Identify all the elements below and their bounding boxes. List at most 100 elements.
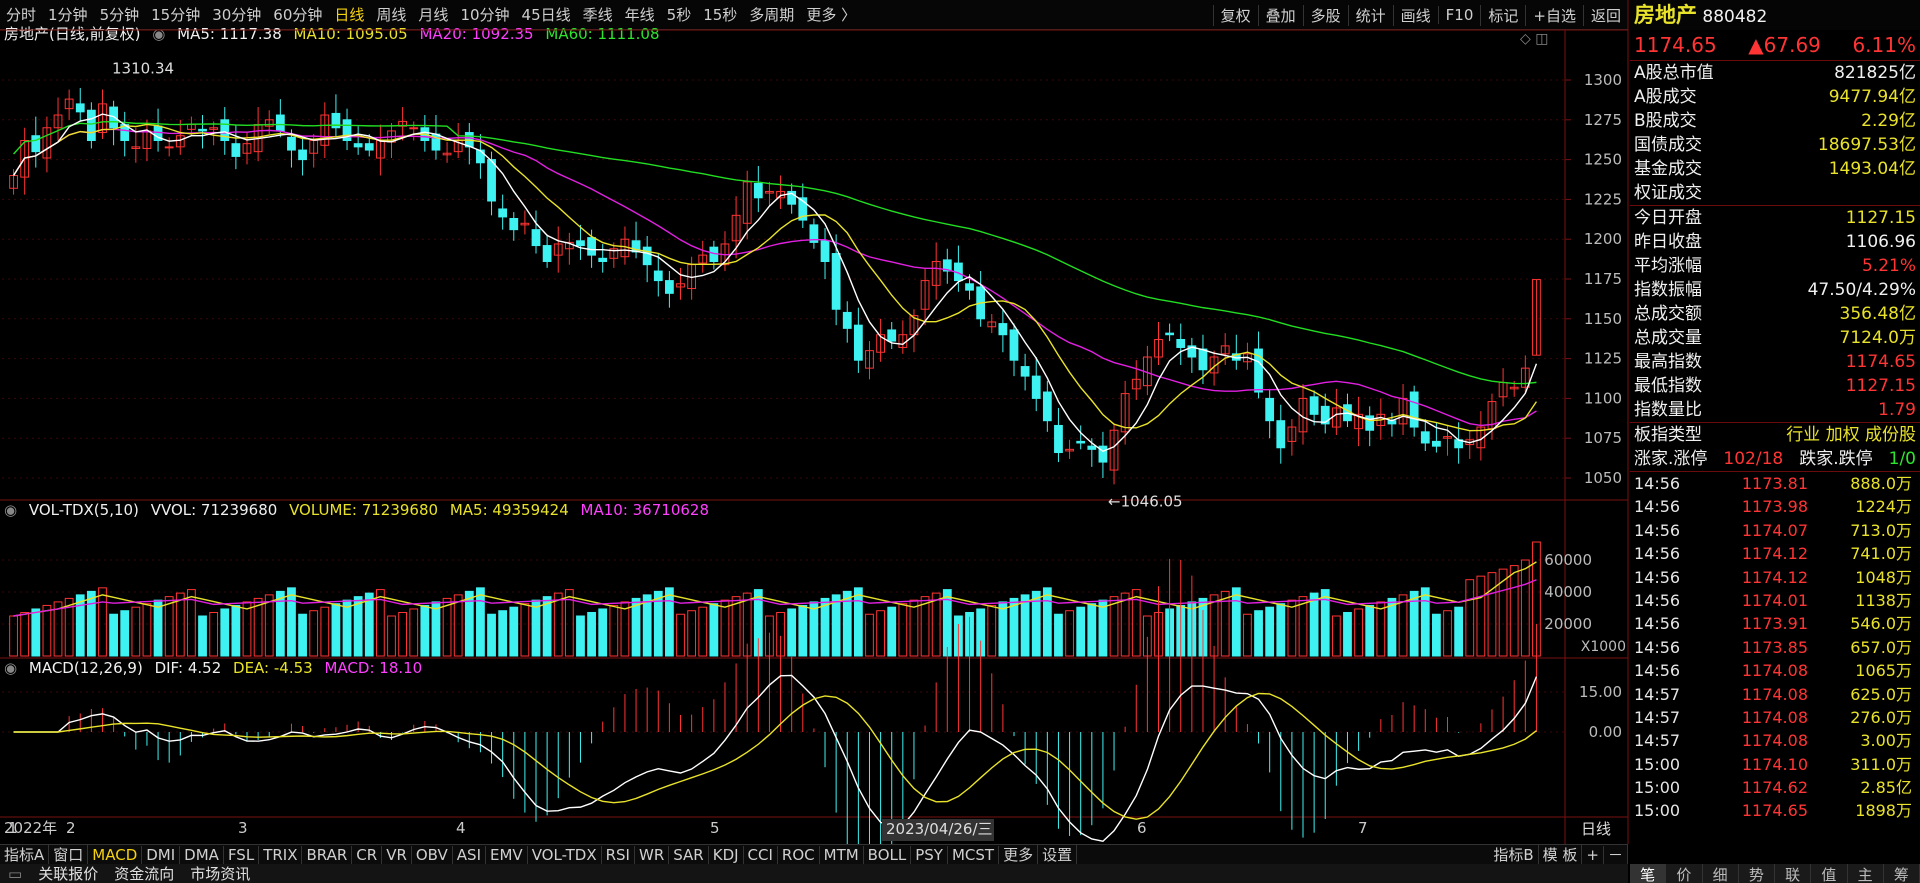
candle-body — [876, 334, 885, 353]
toolbar-button-7[interactable]: +自选 — [1525, 4, 1583, 26]
indicator-tab-18[interactable]: CCI — [744, 845, 778, 864]
x-axis-label: 2 — [66, 819, 76, 837]
macd-settings-icon[interactable]: ◉ — [4, 659, 18, 677]
volume-bar — [709, 603, 719, 657]
toolbar-button-2[interactable]: 多股 — [1302, 4, 1348, 26]
tick-price: 1174.65 — [1741, 801, 1808, 821]
period-tab-12[interactable]: 年线 — [624, 6, 655, 24]
period-tab-0[interactable]: 分时 — [6, 6, 37, 24]
indicator-tab-23[interactable]: MCST — [948, 845, 1000, 864]
tick-price: 1173.98 — [1741, 497, 1808, 517]
volume-bar — [853, 587, 863, 657]
candle-body — [1076, 440, 1086, 444]
indicator-tab-11[interactable]: ASI — [453, 845, 486, 864]
indicator-tab-21[interactable]: BOLL — [864, 845, 912, 864]
quote-tab-2[interactable]: 细 — [1703, 864, 1739, 883]
quote-tab-1[interactable]: 价 — [1666, 864, 1703, 883]
candle-body — [287, 136, 296, 151]
volume-bar — [698, 606, 708, 657]
toolbar-button-1[interactable]: 叠加 — [1257, 4, 1303, 26]
indicator-tab-8[interactable]: CR — [352, 845, 383, 864]
toolbar-button-8[interactable]: 返回 — [1582, 4, 1628, 26]
ma60-line — [13, 121, 1537, 385]
kline-chart[interactable]: 1300127512501225120011751150112511001075… — [0, 0, 1630, 844]
volume-bar — [287, 587, 296, 657]
indicator-tab-7[interactable]: BRAR — [302, 845, 353, 864]
indicator-tab-0[interactable]: 指标A — [0, 844, 50, 865]
indicator-tab-9[interactable]: VR — [382, 845, 412, 864]
period-tab-14[interactable]: 15秒 — [703, 6, 738, 24]
indicator-tab-15[interactable]: WR — [635, 845, 670, 864]
period-tab-15[interactable]: 多周期 — [749, 6, 795, 24]
indicator-tab-4[interactable]: DMA — [180, 845, 224, 864]
period-tab-5[interactable]: 60分钟 — [273, 6, 323, 24]
period-tab-4[interactable]: 30分钟 — [212, 6, 262, 24]
volume-bar — [120, 610, 130, 657]
candle-body — [942, 259, 952, 272]
status-item-2[interactable]: 市场资讯 — [190, 865, 251, 883]
vol-tick-label: 20000 — [1544, 615, 1592, 633]
indicator-tab-12[interactable]: EMV — [486, 845, 528, 864]
quote-tab-7[interactable]: 筹 — [1884, 864, 1920, 883]
indicator-tab-10[interactable]: OBV — [412, 845, 453, 864]
status-item-1[interactable]: 资金流向 — [114, 865, 175, 883]
quote-tab-3[interactable]: 势 — [1739, 864, 1775, 883]
indicator-tab-16[interactable]: SAR — [669, 845, 709, 864]
indicator-right-1[interactable]: 模 板 — [1539, 844, 1583, 865]
indicator-tab-13[interactable]: VOL-TDX — [528, 845, 602, 864]
quote-tab-6[interactable]: 主 — [1848, 864, 1884, 883]
toolbar-button-6[interactable]: 标记 — [1480, 4, 1525, 26]
volume-bar — [431, 601, 441, 657]
indicator-tab-22[interactable]: PSY — [911, 845, 948, 864]
vol-settings-icon[interactable]: ◉ — [4, 501, 18, 519]
status-items: 关联报价 资金流向 市场资讯 — [30, 863, 258, 883]
indicator-tab-14[interactable]: RSI — [602, 845, 635, 864]
indicator-right-2[interactable]: + — [1582, 845, 1604, 864]
rows1-label-4: 基金成交 — [1634, 159, 1702, 179]
toolbar-button-4[interactable]: 画线 — [1392, 4, 1438, 26]
candle-body — [476, 149, 485, 164]
period-tab-3[interactable]: 15分钟 — [151, 6, 201, 24]
candle-body — [53, 114, 63, 129]
period-tab-7[interactable]: 周线 — [376, 6, 407, 24]
toolbar-button-3[interactable]: 统计 — [1347, 4, 1393, 26]
toolbar-button-5[interactable]: F10 — [1437, 6, 1481, 24]
layout-icons[interactable]: ◇ ◫ — [1520, 31, 1549, 47]
indicator-right-3[interactable]: － — [1604, 844, 1628, 865]
volume-bar — [1265, 606, 1275, 657]
period-tab-13[interactable]: 5秒 — [666, 6, 692, 24]
period-tab-11[interactable]: 季线 — [582, 6, 613, 24]
indicator-tab-20[interactable]: MTM — [820, 845, 864, 864]
indicator-right-0[interactable]: 指标B — [1489, 844, 1539, 865]
period-tab-9[interactable]: 10分钟 — [460, 6, 510, 24]
y-tick-label: 1200 — [1584, 230, 1622, 248]
volume-bar — [198, 615, 207, 657]
period-tab-2[interactable]: 5分钟 — [99, 6, 140, 24]
volume-bar — [509, 606, 519, 657]
quote-tab-4[interactable]: 联 — [1775, 864, 1812, 883]
period-tab-1[interactable]: 1分钟 — [48, 6, 88, 24]
macd-tick-label: 0.00 — [1589, 723, 1622, 741]
period-tab-16[interactable]: 更多 〉 — [806, 6, 857, 24]
period-tab-10[interactable]: 45日线 — [521, 6, 571, 24]
period-tab-6[interactable]: 日线 — [334, 6, 365, 24]
panel-toggle-icon[interactable]: ▭ — [8, 864, 23, 883]
indicator-tab-24[interactable]: 更多 — [999, 844, 1039, 865]
indicator-tab-19[interactable]: ROC — [778, 845, 820, 864]
volume-bar — [42, 604, 52, 657]
indicator-tab-17[interactable]: KDJ — [709, 845, 744, 864]
quote-tab-0[interactable]: 笔 — [1630, 864, 1667, 883]
indicator-tab-2[interactable]: MACD — [88, 845, 143, 864]
rows2-row-5: 总成交量 7124.0万 — [1630, 326, 1920, 350]
indicator-tab-5[interactable]: FSL — [224, 845, 260, 864]
status-item-0[interactable]: 关联报价 — [38, 865, 99, 883]
quote-tab-5[interactable]: 值 — [1811, 864, 1848, 883]
period-tab-8[interactable]: 月线 — [418, 6, 449, 24]
indicator-tab-6[interactable]: TRIX — [259, 845, 303, 864]
indicator-tab-25[interactable]: 设置 — [1038, 844, 1078, 865]
indicator-tab-3[interactable]: DMI — [142, 845, 181, 864]
volume-bar — [64, 597, 74, 657]
tick-row: 14:56 1174.07 713.0万 — [1630, 519, 1920, 542]
toolbar-button-0[interactable]: 复权 — [1212, 4, 1258, 26]
indicator-tab-1[interactable]: 窗口 — [49, 844, 89, 865]
